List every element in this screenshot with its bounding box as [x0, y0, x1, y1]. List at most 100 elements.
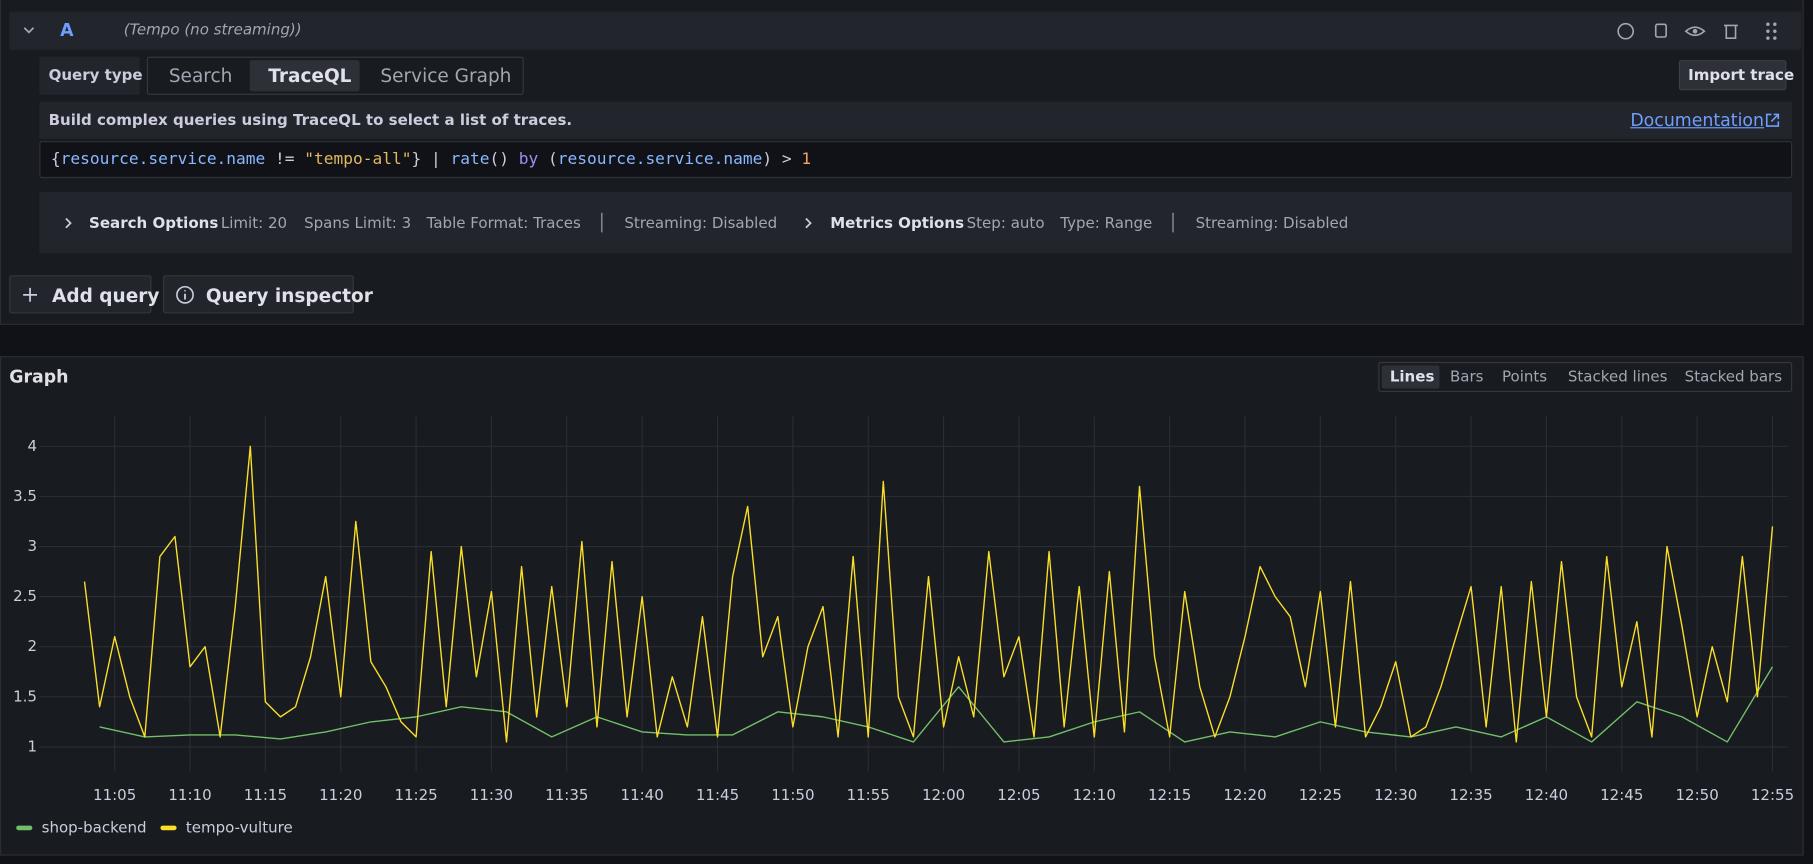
query-header	[9, 11, 1802, 50]
add-query-label[interactable]: Add query	[52, 284, 160, 307]
x-tick-label: 12:10	[1073, 786, 1116, 804]
tab[interactable]: Search	[168, 64, 233, 87]
panel-title: Graph	[9, 366, 69, 388]
view-option[interactable]: Stacked bars	[1684, 368, 1783, 387]
tab[interactable]: Service Graph	[380, 64, 512, 87]
query-type-box	[39, 56, 140, 95]
x-tick-label: 11:15	[244, 786, 287, 804]
x-tick-label: 11:25	[394, 786, 437, 804]
query-token: "tempo-all"	[304, 150, 412, 169]
legend-label: shop-backend	[42, 818, 147, 836]
x-tick-label: 11:30	[470, 786, 513, 804]
datasource-name: (Tempo (no streaming))	[123, 21, 302, 40]
query-token: by	[508, 150, 548, 169]
options-bar	[39, 191, 1793, 254]
query-letter: A	[60, 19, 74, 41]
y-tick-label: 2	[27, 637, 37, 655]
option-item: Limit: 20	[220, 215, 288, 233]
options-title[interactable]: Metrics Options	[830, 215, 965, 233]
x-tick-label: 11:45	[696, 786, 739, 804]
query-token: !=	[265, 150, 305, 169]
option-item: Type: Range	[1060, 215, 1153, 233]
query-inspector-button[interactable]	[163, 275, 354, 314]
legend-swatch	[16, 825, 33, 831]
query-token: >	[772, 150, 802, 169]
y-tick-label: 1.5	[13, 687, 37, 705]
series-line	[99, 666, 1774, 743]
separator	[1172, 212, 1174, 233]
expand-icon[interactable]	[60, 215, 76, 231]
option-item: Streaming: Disabled	[1195, 215, 1349, 233]
x-tick-label: 11:40	[621, 786, 664, 804]
query-token: {	[50, 150, 61, 169]
x-tick-label: 11:20	[319, 786, 362, 804]
query-token: |	[421, 150, 451, 169]
option-item: Streaming: Disabled	[624, 215, 778, 233]
x-tick-label: 11:50	[771, 786, 814, 804]
info-icon	[176, 285, 194, 304]
view-option-active-bg	[1381, 365, 1440, 389]
query-token: (	[547, 150, 558, 169]
x-tick-label: 12:25	[1299, 786, 1342, 804]
option-item: Step: auto	[966, 215, 1045, 233]
query-token: resource.service.name	[60, 150, 266, 169]
external-link-icon[interactable]	[1763, 111, 1782, 130]
legend-swatch	[160, 825, 177, 831]
x-tick-label: 11:10	[168, 786, 211, 804]
query-type-tabs	[146, 56, 524, 95]
x-tick-label: 12:15	[1148, 786, 1191, 804]
expand-icon[interactable]	[800, 215, 816, 231]
x-tick-label: 12:20	[1223, 786, 1266, 804]
query-token: 1	[801, 150, 812, 169]
y-tick-label: 1	[27, 737, 37, 755]
query-token: )	[762, 150, 773, 169]
tab-active[interactable]: TraceQL	[268, 64, 352, 87]
x-tick-label: 12:35	[1449, 786, 1492, 804]
x-tick-label: 12:30	[1374, 786, 1417, 804]
query-inspector-label[interactable]: Query inspector	[205, 284, 373, 307]
y-tick-label: 3	[27, 537, 37, 555]
view-option-active[interactable]: Lines	[1389, 368, 1435, 387]
x-tick-label: 12:05	[997, 786, 1040, 804]
import-button[interactable]: Import trace	[1688, 67, 1795, 85]
plus-icon	[23, 287, 37, 302]
x-tick-label: 12:55	[1751, 786, 1794, 804]
query-token: rate	[450, 150, 490, 169]
view-options	[1378, 361, 1793, 392]
query-input[interactable]	[39, 141, 1793, 179]
import-button-bg[interactable]	[1678, 60, 1787, 91]
separator	[601, 212, 603, 233]
series-line	[83, 445, 1774, 743]
view-option[interactable]: Stacked lines	[1567, 368, 1668, 387]
view-option[interactable]: Points	[1501, 368, 1548, 387]
header-icons[interactable]	[1614, 20, 1785, 43]
collapse-icon[interactable]	[21, 23, 37, 37]
help-text: Build complex queries using TraceQL to s…	[48, 112, 573, 130]
x-tick-label: 11:05	[93, 786, 136, 804]
x-tick-label: 11:55	[847, 786, 890, 804]
x-tick-label: 12:45	[1600, 786, 1643, 804]
query-code: {resource.service.name != "tempo-all"} |…	[51, 151, 811, 167]
add-query-button[interactable]	[9, 275, 152, 314]
x-tick-label: 12:50	[1675, 786, 1718, 804]
query-token: }	[411, 150, 422, 169]
help-bar	[39, 101, 1793, 139]
x-tick-label: 11:35	[545, 786, 588, 804]
documentation-link[interactable]: Documentation	[1630, 109, 1765, 131]
y-tick-label: 3.5	[13, 487, 37, 505]
y-tick-label: 4	[27, 437, 37, 455]
y-tick-label: 2.5	[13, 587, 37, 605]
x-tick-label: 12:00	[922, 786, 965, 804]
legend-label: tempo-vulture	[186, 818, 293, 836]
options-title[interactable]: Search Options	[89, 215, 219, 233]
query-token: resource.service.name	[557, 150, 763, 169]
query-type-label: Query type	[48, 67, 143, 85]
x-tick-label: 12:40	[1525, 786, 1568, 804]
option-item: Table Format: Traces	[426, 215, 581, 233]
view-option[interactable]: Bars	[1449, 368, 1484, 387]
option-item: Spans Limit: 3	[304, 215, 412, 233]
active-tab-bg	[249, 60, 360, 92]
